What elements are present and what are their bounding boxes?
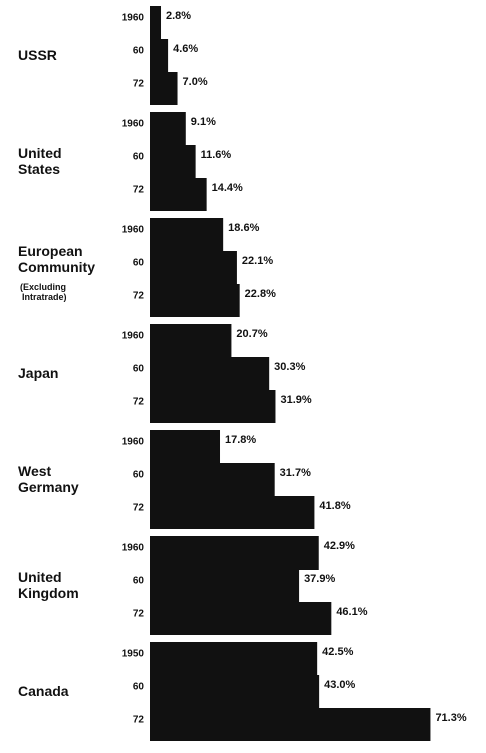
year-label: 1960 bbox=[122, 119, 145, 130]
country-line: States bbox=[18, 161, 60, 177]
bar bbox=[150, 357, 270, 391]
year-label: 1960 bbox=[122, 225, 145, 236]
country-line: USSR bbox=[18, 47, 57, 63]
country-label: United Kingdom bbox=[18, 569, 79, 601]
year-label: 1950 bbox=[122, 649, 145, 660]
value-label: 2.8% bbox=[166, 10, 191, 22]
bar bbox=[150, 569, 300, 603]
year-label: 60 bbox=[133, 682, 145, 693]
value-label: 17.8% bbox=[225, 434, 256, 446]
bar bbox=[150, 708, 431, 741]
country-line: Kingdom bbox=[18, 585, 79, 601]
value-label: 14.4% bbox=[212, 182, 243, 194]
country-note: (Excluding Intratrade) bbox=[20, 282, 67, 302]
value-label: 30.3% bbox=[274, 361, 305, 373]
value-label: 7.0% bbox=[183, 76, 208, 88]
country-line: European bbox=[18, 243, 83, 259]
value-label: 4.6% bbox=[173, 43, 198, 55]
country-label: European Community bbox=[18, 243, 95, 275]
year-label: 72 bbox=[133, 503, 145, 514]
year-label: 60 bbox=[133, 470, 145, 481]
value-label: 46.1% bbox=[336, 606, 367, 618]
country-line: West bbox=[18, 463, 52, 479]
year-label: 72 bbox=[133, 79, 145, 90]
year-label: 60 bbox=[133, 258, 145, 269]
country-label: West Germany bbox=[18, 463, 79, 495]
value-label: 42.9% bbox=[324, 540, 355, 552]
bar bbox=[150, 284, 240, 317]
bar bbox=[150, 463, 275, 497]
country-label: United States bbox=[18, 145, 62, 177]
year-label: 72 bbox=[133, 397, 145, 408]
value-label: 20.7% bbox=[236, 328, 267, 340]
value-label: 22.8% bbox=[245, 288, 276, 300]
year-label: 1960 bbox=[122, 13, 145, 24]
value-label: 37.9% bbox=[304, 573, 335, 585]
value-label: 71.3% bbox=[435, 712, 466, 724]
value-label: 18.6% bbox=[228, 222, 259, 234]
country-line: United bbox=[18, 569, 62, 585]
year-label: 60 bbox=[133, 152, 145, 163]
year-label: 72 bbox=[133, 715, 145, 726]
value-label: 31.9% bbox=[280, 394, 311, 406]
bar bbox=[150, 251, 237, 285]
bar bbox=[150, 6, 162, 40]
country-label: Canada bbox=[18, 683, 69, 699]
country-line: United bbox=[18, 145, 62, 161]
value-label: 31.7% bbox=[280, 467, 311, 479]
country-label: Japan bbox=[18, 365, 58, 381]
country-line: Japan bbox=[18, 365, 58, 381]
bar bbox=[150, 324, 232, 358]
value-label: 43.0% bbox=[324, 679, 355, 691]
bar bbox=[150, 536, 319, 570]
bar bbox=[150, 430, 221, 464]
bar bbox=[150, 178, 207, 211]
year-label: 1960 bbox=[122, 437, 145, 448]
note-line: Intratrade) bbox=[22, 292, 67, 302]
bar bbox=[150, 390, 276, 423]
country-line: Canada bbox=[18, 683, 69, 699]
country-label: USSR bbox=[18, 47, 57, 63]
value-label: 42.5% bbox=[322, 646, 353, 658]
bar bbox=[150, 675, 320, 709]
bar bbox=[150, 145, 196, 179]
year-label: 1960 bbox=[122, 331, 145, 342]
bar bbox=[150, 72, 178, 105]
bar bbox=[150, 218, 224, 252]
country-line: Community bbox=[18, 259, 95, 275]
value-label: 22.1% bbox=[242, 255, 273, 267]
year-label: 60 bbox=[133, 46, 145, 57]
year-label: 60 bbox=[133, 364, 145, 375]
value-label: 9.1% bbox=[191, 116, 216, 128]
year-label: 1960 bbox=[122, 543, 145, 554]
value-label: 11.6% bbox=[201, 149, 232, 161]
year-label: 60 bbox=[133, 576, 145, 587]
value-label: 41.8% bbox=[319, 500, 350, 512]
bar bbox=[150, 112, 186, 146]
year-label: 72 bbox=[133, 609, 145, 620]
year-label: 72 bbox=[133, 185, 145, 196]
bar bbox=[150, 642, 318, 676]
country-line: Germany bbox=[18, 479, 79, 495]
note-line: (Excluding bbox=[20, 282, 66, 292]
year-label: 72 bbox=[133, 291, 145, 302]
bar bbox=[150, 496, 315, 529]
bar bbox=[150, 39, 169, 73]
bar bbox=[150, 602, 332, 635]
